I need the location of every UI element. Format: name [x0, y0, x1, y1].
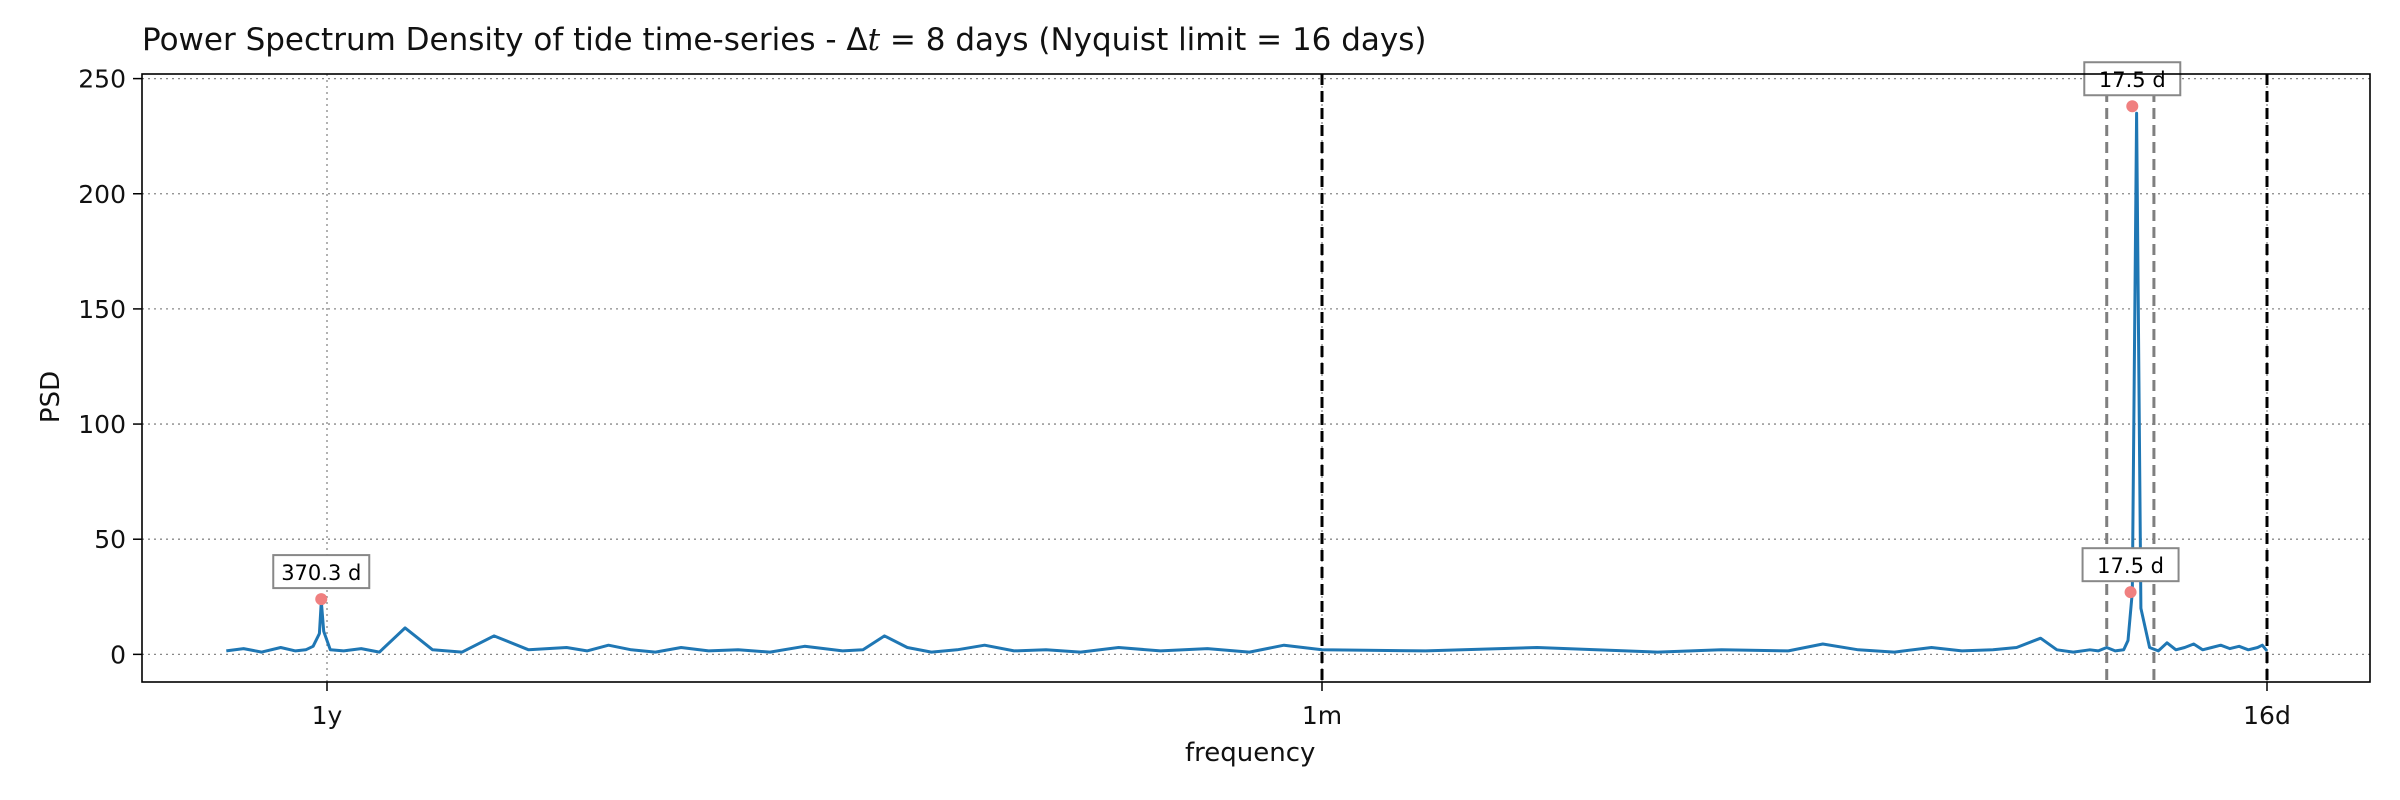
y-tick-label: 0: [110, 640, 126, 669]
plot-frame: [141, 73, 2371, 683]
peak-label-box: [2081, 547, 2180, 583]
x-tick-label: 16d: [2243, 701, 2291, 730]
peak-marker: [315, 593, 328, 606]
psd-series-line: [226, 111, 2269, 654]
y-tick-label: 50: [94, 525, 126, 554]
peak-label-box: [2083, 61, 2182, 97]
peak-label-box: [272, 554, 371, 590]
y-axis-label: PSD: [36, 370, 67, 424]
y-tick-label: 200: [78, 180, 126, 209]
peak-marker: [2124, 586, 2137, 599]
x-tick-label: 1m: [1302, 701, 1342, 730]
peak-label: 17.5 d: [2099, 68, 2166, 92]
peak-marker: [2126, 100, 2139, 113]
y-axis-ticks: 0 50 100 150 200 250: [78, 65, 142, 669]
y-tick-label: 150: [78, 295, 126, 324]
y-tick-label: 250: [78, 65, 126, 94]
peak-label: 17.5 d: [2097, 554, 2164, 578]
peaks: 370.3 d 17.5 d 17.5 d: [272, 61, 2182, 606]
x-tick-label: 1y: [312, 701, 343, 730]
series: [226, 111, 2269, 654]
peak-label: 370.3 d: [281, 561, 361, 585]
y-tick-label: 100: [78, 410, 126, 439]
chart-title: Power Spectrum Density of tide time-seri…: [142, 22, 1427, 58]
x-axis-label: frequency: [1185, 738, 1316, 768]
x-axis-ticks: 1y 1m 16d: [312, 682, 2291, 730]
grid: [142, 74, 2370, 682]
